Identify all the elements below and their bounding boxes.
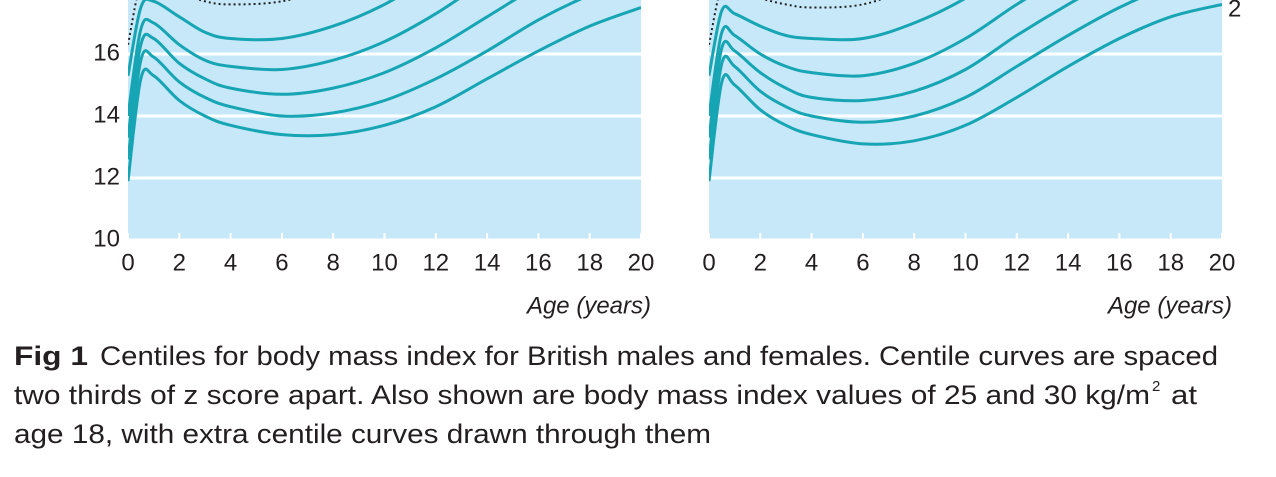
x-axis-label: Age (years): [525, 292, 651, 319]
caption-text: Centiles for body mass index for British…: [100, 341, 1218, 371]
caption-text: age 18, with extra centile curves drawn …: [14, 419, 711, 449]
x-tick-label: 20: [1209, 249, 1236, 276]
caption-text: two thirds of z score apart. Also shown …: [14, 380, 1150, 410]
x-tick-label: 4: [224, 249, 237, 276]
x-tick-label: 10: [371, 249, 398, 276]
x-tick-label: 16: [525, 249, 552, 276]
y-tick-label: 12: [93, 163, 120, 190]
x-tick-label: 0: [121, 249, 134, 276]
chart-panel: 0 2 4 6 8 10 12 14 16 18 20 Age (years) 2: [702, 0, 1241, 319]
x-tick-label: 0: [702, 249, 715, 276]
centile-curve: [709, 0, 966, 76]
x-tick-label: 12: [1003, 249, 1030, 276]
y-tick-label: 14: [93, 101, 120, 128]
x-tick-label: 12: [422, 249, 449, 276]
x-tick-label: 4: [805, 249, 818, 276]
centile-curve: [128, 0, 518, 138]
x-tick-label: 2: [173, 249, 186, 276]
centile-curve: [709, 0, 1139, 160]
annotation: 2: [1228, 0, 1241, 22]
curves: [709, 0, 1222, 182]
x-tick-label: 6: [856, 249, 869, 276]
x-tick-label: 14: [474, 249, 501, 276]
x-tick-label: 18: [1157, 249, 1184, 276]
x-axis-label: Age (years): [1106, 292, 1232, 319]
curves: [128, 0, 641, 182]
centile-curve: [709, 0, 1027, 117]
x-tick-label: 10: [952, 249, 979, 276]
x-tick-label: 14: [1055, 249, 1082, 276]
x-tick-label: 8: [908, 249, 921, 276]
x-tick-label: 18: [576, 249, 603, 276]
x-tick-label: 16: [1106, 249, 1133, 276]
x-tick-label: 2: [754, 249, 767, 276]
centile-curve: [709, 2, 1222, 182]
centile-curve: [128, 0, 460, 117]
caption-superscript: 2: [1152, 378, 1160, 395]
x-tick-label: 6: [275, 249, 288, 276]
centile-curve: [128, 0, 583, 160]
x-tick-label: 20: [628, 249, 655, 276]
centile-curve: [128, 0, 396, 76]
y-tick-label: 10: [93, 225, 120, 252]
y-tick-label: 18: [93, 0, 120, 4]
caption-label: Fig 1: [14, 341, 88, 371]
y-tick-label: 16: [93, 39, 120, 66]
chart-panel: 10 12 14 16 18 0 2 4 6 8 10 12 14 16 18 20 Age (years): [93, 0, 654, 319]
centile-curve: [128, 6, 641, 182]
caption-text: at: [1171, 380, 1198, 410]
centile-curve: [709, 0, 1079, 138]
plot-background: [128, 0, 641, 240]
x-tick-label: 8: [327, 249, 340, 276]
